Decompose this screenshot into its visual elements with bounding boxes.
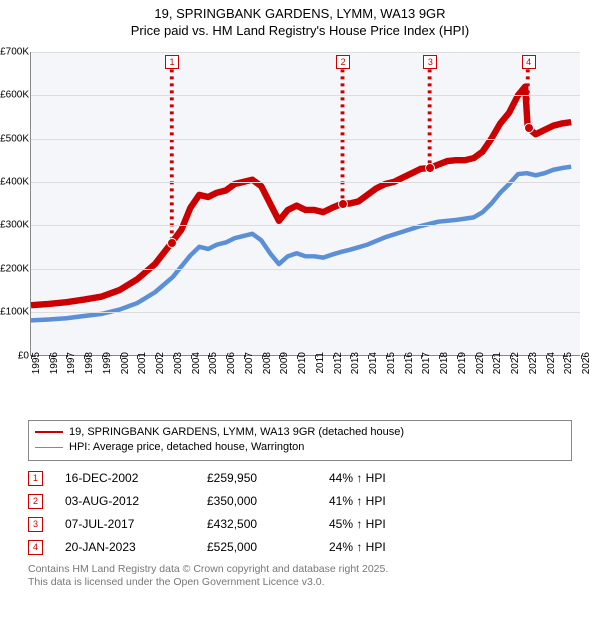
sales-row-price: £350,000 <box>207 494 307 508</box>
sales-row-number: 1 <box>28 471 43 486</box>
sales-row-number: 4 <box>28 540 43 555</box>
sale-marker-box: 4 <box>522 55 536 69</box>
x-axis-label: 2017 <box>421 352 432 374</box>
x-axis-label: 2009 <box>279 352 290 374</box>
sales-row-date: 07-JUL-2017 <box>65 517 185 531</box>
root: 19, SPRINGBANK GARDENS, LYMM, WA13 9GR P… <box>0 0 600 590</box>
y-axis-label: £100K <box>0 307 29 318</box>
legend: 19, SPRINGBANK GARDENS, LYMM, WA13 9GR (… <box>28 420 572 461</box>
sale-marker-dot <box>338 199 348 209</box>
x-axis-label: 2001 <box>137 352 148 374</box>
sale-marker-box: 3 <box>423 55 437 69</box>
sales-row: 4 20-JAN-2023 £525,000 24% ↑ HPI <box>28 540 572 555</box>
y-axis-label: £500K <box>0 133 29 144</box>
sales-row-date: 16-DEC-2002 <box>65 471 185 485</box>
title-address: 19, SPRINGBANK GARDENS, LYMM, WA13 9GR <box>0 6 600 23</box>
y-axis-label: £200K <box>0 263 29 274</box>
x-axis-label: 2004 <box>191 352 202 374</box>
x-axis-label: 2022 <box>510 352 521 374</box>
sale-marker-box: 2 <box>336 55 350 69</box>
sale-marker-dot <box>425 163 435 173</box>
y-axis-label: £300K <box>0 220 29 231</box>
sales-row-pct: 45% ↑ HPI <box>329 517 429 531</box>
y-axis-label: £400K <box>0 177 29 188</box>
sales-row-date: 03-AUG-2012 <box>65 494 185 508</box>
x-axis-label: 2013 <box>350 352 361 374</box>
x-axis-label: 2018 <box>439 352 450 374</box>
x-axis-label: 2025 <box>563 352 574 374</box>
x-axis-label: 2019 <box>457 352 468 374</box>
x-axis-label: 1996 <box>49 352 60 374</box>
sales-row-price: £525,000 <box>207 540 307 554</box>
chart-svg <box>31 52 580 355</box>
chart: £0 £100K £200K £300K £400K £500K £600K £700K 199… <box>0 46 590 416</box>
sales-table: 1 16-DEC-2002 £259,950 44% ↑ HPI 2 03-AUG-201… <box>28 471 572 555</box>
x-axis-label: 2014 <box>368 352 379 374</box>
sales-row-date: 20-JAN-2023 <box>65 540 185 554</box>
legend-swatch <box>35 447 63 448</box>
sales-row: 3 07-JUL-2017 £432,500 45% ↑ HPI <box>28 517 572 532</box>
sales-row-number: 3 <box>28 517 43 532</box>
y-gridline <box>31 52 580 53</box>
x-axis-label: 2005 <box>208 352 219 374</box>
sale-marker-box: 1 <box>165 55 179 69</box>
series-line <box>31 86 571 305</box>
x-axis-label: 1995 <box>31 352 42 374</box>
sales-row-pct: 24% ↑ HPI <box>329 540 429 554</box>
x-axis-label: 2015 <box>386 352 397 374</box>
x-axis-label: 2008 <box>262 352 273 374</box>
legend-label: HPI: Average price, detached house, Warr… <box>69 440 304 455</box>
y-gridline <box>31 95 580 96</box>
y-gridline <box>31 139 580 140</box>
title-subtitle: Price paid vs. HM Land Registry's House … <box>0 23 600 40</box>
sales-row-number: 2 <box>28 494 43 509</box>
legend-row: HPI: Average price, detached house, Warr… <box>35 440 565 455</box>
x-axis-label: 2002 <box>155 352 166 374</box>
x-axis-label: 1997 <box>66 352 77 374</box>
x-axis-label: 2021 <box>492 352 503 374</box>
x-axis-label: 1999 <box>102 352 113 374</box>
x-axis-label: 2024 <box>546 352 557 374</box>
x-axis-label: 2026 <box>581 352 592 374</box>
x-axis-label: 1998 <box>84 352 95 374</box>
x-axis-label: 2006 <box>226 352 237 374</box>
y-gridline <box>31 269 580 270</box>
x-axis-label: 2020 <box>475 352 486 374</box>
y-axis-label: £0 <box>0 350 29 361</box>
title-block: 19, SPRINGBANK GARDENS, LYMM, WA13 9GR P… <box>0 0 600 42</box>
sales-row-pct: 41% ↑ HPI <box>329 494 429 508</box>
x-axis-label: 2012 <box>333 352 344 374</box>
sales-row: 2 03-AUG-2012 £350,000 41% ↑ HPI <box>28 494 572 509</box>
y-gridline <box>31 182 580 183</box>
x-axis-label: 2003 <box>173 352 184 374</box>
footer-line1: Contains HM Land Registry data © Crown c… <box>28 563 572 577</box>
x-axis-label: 2007 <box>244 352 255 374</box>
x-axis-label: 2010 <box>297 352 308 374</box>
y-axis-label: £700K <box>0 46 29 57</box>
plot-area: £0£100K£200K£300K£400K£500K£600K£700K199… <box>30 52 580 356</box>
footer-line2: This data is licensed under the Open Gov… <box>28 576 572 590</box>
x-axis-label: 2023 <box>528 352 539 374</box>
series-line <box>31 166 571 320</box>
sale-marker-dot <box>524 123 534 133</box>
y-gridline <box>31 225 580 226</box>
footer: Contains HM Land Registry data © Crown c… <box>28 563 572 590</box>
legend-row: 19, SPRINGBANK GARDENS, LYMM, WA13 9GR (… <box>35 425 565 440</box>
x-axis-label: 2011 <box>315 352 326 374</box>
sales-row-price: £259,950 <box>207 471 307 485</box>
sales-row-price: £432,500 <box>207 517 307 531</box>
y-axis-label: £600K <box>0 90 29 101</box>
sales-row-pct: 44% ↑ HPI <box>329 471 429 485</box>
legend-swatch <box>35 431 63 433</box>
legend-label: 19, SPRINGBANK GARDENS, LYMM, WA13 9GR (… <box>69 425 404 440</box>
sales-row: 1 16-DEC-2002 £259,950 44% ↑ HPI <box>28 471 572 486</box>
sale-marker-dot <box>167 238 177 248</box>
x-axis-label: 2016 <box>404 352 415 374</box>
x-axis-label: 2000 <box>120 352 131 374</box>
y-gridline <box>31 312 580 313</box>
